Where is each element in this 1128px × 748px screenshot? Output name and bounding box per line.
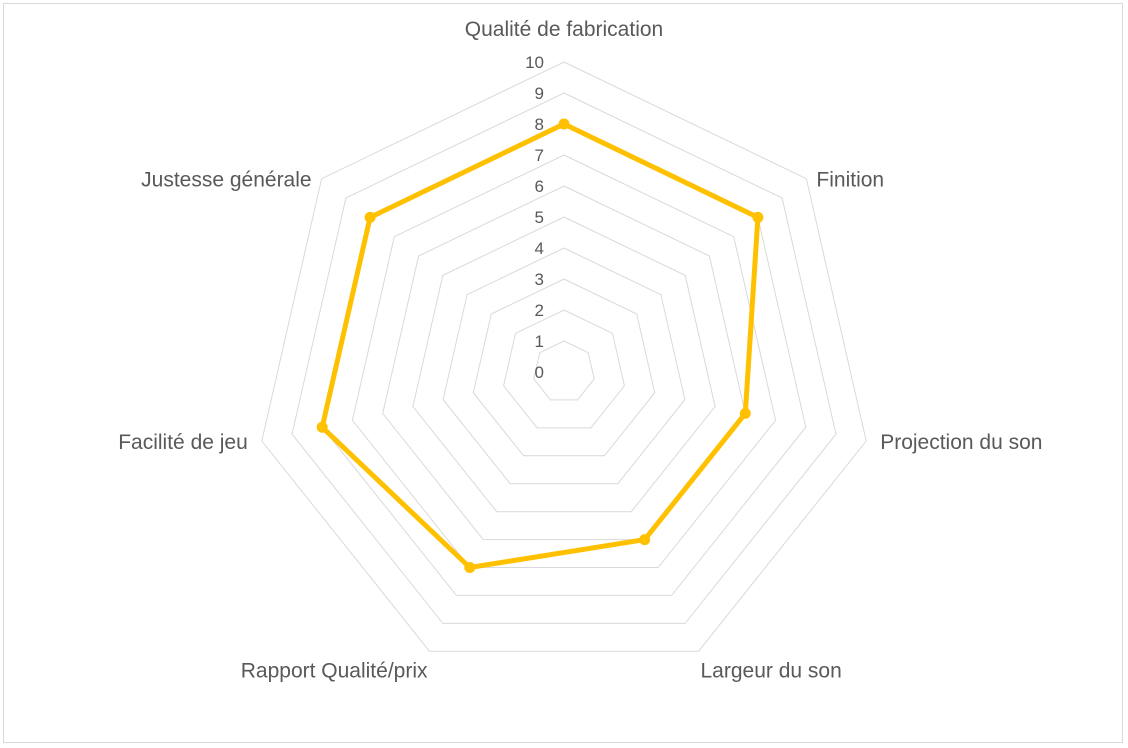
tick-label: 1: [535, 332, 544, 351]
tick-labels: 0 1 2 3 4 5 6 7 8 9 10: [525, 53, 544, 382]
data-point: [739, 407, 751, 419]
data-point: [464, 562, 476, 573]
tick-label: 7: [535, 146, 544, 165]
gridline-level-3: [472, 278, 656, 457]
category-label: Largeur du son: [701, 659, 842, 682]
tick-label: 3: [535, 270, 544, 289]
category-label: Rapport Qualité/prix: [241, 659, 428, 682]
data-point: [364, 211, 376, 223]
category-label: Finition: [816, 169, 884, 192]
tick-label: 2: [535, 301, 544, 320]
tick-label: 10: [525, 53, 544, 72]
gridline-level-1: [533, 340, 595, 401]
category-labels: Qualité de fabrication Finition Projection…: [118, 18, 1042, 682]
tick-label: 4: [535, 239, 544, 258]
tick-label: 6: [535, 177, 544, 196]
data-point: [752, 211, 764, 223]
tick-label: 0: [535, 363, 544, 382]
tick-label: 5: [535, 208, 544, 227]
category-label: Justesse générale: [141, 169, 311, 192]
gridline-level-7: [351, 154, 777, 568]
series-layer: [316, 118, 764, 573]
category-label: Facilité de jeu: [118, 431, 248, 454]
gridline-level-6: [382, 185, 746, 541]
gridline-level-9: [291, 92, 837, 624]
gridline-level-5: [412, 216, 716, 513]
data-point: [316, 421, 328, 433]
radar-gridlines: [261, 61, 867, 652]
tick-label: 8: [535, 115, 544, 134]
category-label: Projection du son: [880, 431, 1042, 454]
gridline-level-2: [503, 309, 625, 429]
data-point: [639, 534, 651, 546]
gridline-level-4: [442, 247, 686, 485]
series-line: [319, 121, 761, 570]
category-label: Qualité de fabrication: [465, 18, 663, 41]
data-point: [558, 118, 570, 130]
gridline-level-10: [261, 61, 867, 652]
tick-label: 9: [535, 84, 544, 103]
